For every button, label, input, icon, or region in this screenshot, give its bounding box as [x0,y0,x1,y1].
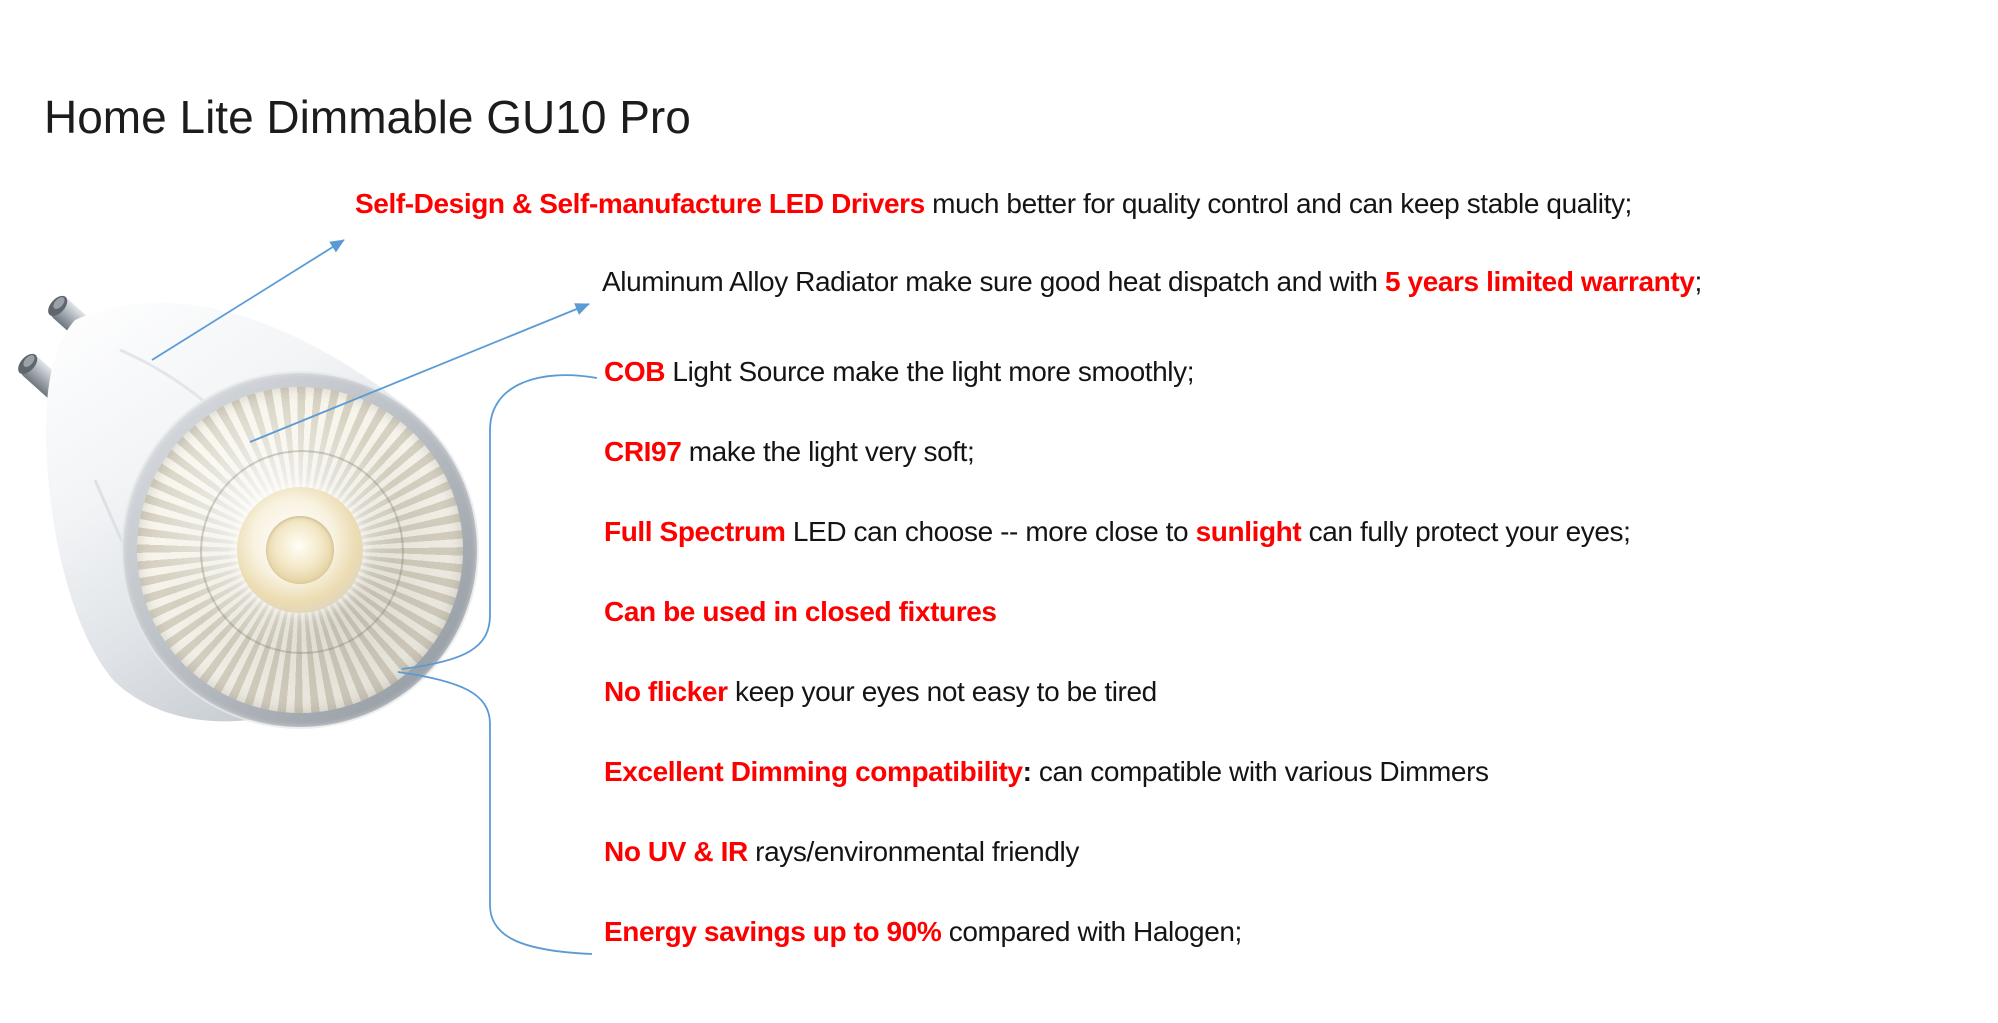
feature-text: much better for quality control and can … [924,188,1632,219]
feature-line-closed-fixtures: Can be used in closed fixtures [604,592,997,632]
feature-emphasis: Energy savings up to 90% [604,916,942,947]
feature-text: : [1022,756,1032,787]
feature-line-no-uv-ir: No UV & IR rays/environmental friendly [604,832,1079,872]
feature-line-energy-savings: Energy savings up to 90% compared with H… [604,912,1242,952]
feature-emphasis: No flicker [604,676,728,707]
feature-emphasis: Self-Design & Self-manufacture LED Drive… [355,188,925,219]
feature-text: LED can choose -- more close to [785,516,1196,547]
feature-line-cob: COB Light Source make the light more smo… [604,352,1194,392]
feature-text: keep your eyes not easy to be tired [727,676,1157,707]
feature-emphasis: CRI97 [604,436,682,467]
feature-line-led-drivers: Self-Design & Self-manufacture LED Drive… [355,184,1632,224]
feature-line-cri97: CRI97 make the light very soft; [604,432,975,472]
feature-emphasis: COB [604,356,666,387]
product-image-gu10-bulb [0,230,520,790]
feature-text: Light Source make the light more smoothl… [665,356,1195,387]
feature-text: can fully protect your eyes; [1301,516,1631,547]
page-title: Home Lite Dimmable GU10 Pro [44,91,691,143]
feature-emphasis: Excellent Dimming compatibility [604,756,1023,787]
feature-text: make the light very soft; [681,436,975,467]
feature-emphasis: Full Spectrum [604,516,786,547]
feature-text: ; [1694,266,1702,297]
feature-text: Aluminum Alloy Radiator make sure good h… [602,266,1385,297]
feature-line-radiator: Aluminum Alloy Radiator make sure good h… [602,262,1702,302]
feature-line-no-flicker: No flicker keep your eyes not easy to be… [604,672,1157,712]
feature-emphasis: No UV & IR [604,836,748,867]
feature-emphasis: 5 years limited warranty [1384,266,1695,297]
feature-line-dimming: Excellent Dimming compatibility: can com… [604,752,1489,792]
feature-text: rays/environmental friendly [747,836,1079,867]
feature-text: compared with Halogen; [941,916,1243,947]
feature-emphasis: Can be used in closed fixtures [604,596,997,627]
feature-emphasis: sunlight [1195,516,1302,547]
bulb-led-chip [266,516,334,584]
feature-text: can compatible with various Dimmers [1031,756,1489,787]
feature-line-full-spectrum: Full Spectrum LED can choose -- more clo… [604,512,1631,552]
